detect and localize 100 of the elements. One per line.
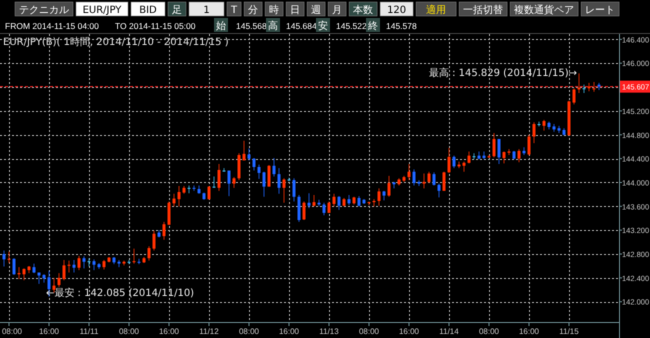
text: 本数 (353, 4, 374, 16)
annotation: 最高 : 145.829 (2014/11/15)→ (428, 67, 577, 79)
candlestick (58, 272, 60, 288)
x-tick-label: 16:00 (38, 327, 60, 336)
candlestick (542, 119, 546, 132)
candlestick (378, 188, 380, 206)
text: テクニカル (19, 5, 69, 16)
candlestick (328, 201, 330, 214)
text: 145.578 (386, 21, 417, 31)
candlestick (468, 150, 470, 164)
candlestick (502, 150, 506, 164)
x-tick-label: 16:00 (518, 327, 540, 336)
text: 安 (318, 20, 328, 32)
text: 足 (172, 5, 182, 16)
candlestick (102, 259, 106, 270)
candlestick (432, 172, 436, 186)
candlestick (528, 134, 530, 156)
candlestick (228, 170, 230, 197)
candlestick (88, 258, 90, 268)
text: FROM 2014-11-15 04:00 (5, 21, 100, 31)
text: 適用 (426, 4, 446, 16)
candlestick (452, 155, 456, 169)
x-tick-label: 11/13 (319, 327, 340, 336)
candlestick (532, 122, 536, 144)
x-tick-label: 11/12 (199, 327, 220, 336)
candlestick (412, 168, 416, 186)
candlestick (208, 186, 210, 200)
x-tick-label: 08:00 (2, 327, 23, 336)
candlestick (218, 163, 220, 192)
candlestick (388, 175, 390, 198)
candlestick (132, 248, 136, 264)
candlestick (382, 190, 386, 201)
candlestick (518, 148, 520, 163)
text: BID (139, 5, 158, 16)
text: 時 (269, 4, 280, 16)
candlestick (358, 196, 360, 207)
chart-title: EUR/JPY(B)( 1時間, 2014/11/10 - 2014/11/15 ) (3, 36, 229, 48)
candlestick (282, 178, 286, 204)
text: レート (585, 5, 616, 16)
candlestick (238, 152, 240, 181)
text: 月 (332, 5, 342, 16)
text: 145.522 (336, 21, 367, 31)
candlestick (8, 251, 10, 264)
candlestick (68, 260, 70, 274)
candlestick (498, 138, 500, 164)
candlestick (148, 246, 150, 262)
candlestick (2, 250, 6, 268)
candlestick (298, 194, 300, 222)
x-tick-label: 08:00 (238, 327, 260, 336)
text: 145.568 (236, 21, 267, 31)
text: 120 (387, 5, 406, 16)
candlestick (338, 196, 340, 210)
candlestick (348, 194, 350, 206)
candlestick (22, 268, 26, 281)
candlestick (268, 164, 270, 188)
candlestick (172, 193, 176, 207)
candlestick (232, 176, 236, 188)
candlestick (428, 171, 430, 184)
candlestick (278, 168, 280, 194)
text: 始 (216, 21, 226, 32)
candlestick (168, 201, 170, 226)
text: 終 (367, 20, 378, 32)
text: 一括切替 (463, 4, 504, 16)
text: 日 (290, 5, 300, 16)
text: 1 (203, 5, 210, 16)
candlestick (162, 221, 166, 240)
candlestick (322, 202, 326, 216)
candlestick (302, 201, 306, 221)
candlestick (212, 176, 216, 188)
candlestick (152, 230, 156, 251)
text: T (230, 5, 238, 16)
x-tick-label: 11/11 (80, 327, 99, 336)
x-tick-label: 08:00 (118, 327, 140, 336)
text: 複数通貨ペア (514, 4, 574, 16)
candlestick (312, 194, 316, 207)
candlestick (18, 266, 20, 280)
text: 分 (248, 4, 258, 16)
x-tick-label: 16:00 (158, 327, 180, 336)
text: 週 (311, 5, 322, 16)
candlestick (448, 147, 450, 174)
x-tick-label: 16:00 (278, 327, 300, 336)
candlestick (32, 263, 36, 274)
candlestick (408, 163, 410, 181)
candlestick (332, 193, 336, 207)
candlestick (12, 258, 16, 276)
candlestick (262, 171, 266, 198)
candlestick (38, 272, 40, 284)
x-tick-label: 16:00 (398, 327, 420, 336)
candlestick (292, 178, 296, 202)
text: TO 2014-11-15 05:00 (115, 21, 196, 31)
candlestick (258, 164, 260, 180)
x-tick-label: 11/15 (559, 327, 580, 336)
candlestick (308, 192, 310, 209)
text: 145.684 (286, 21, 317, 31)
x-tick-label: 08:00 (358, 327, 380, 336)
candlestick (78, 255, 80, 271)
candlestick (582, 84, 586, 94)
candlestick (252, 158, 256, 172)
candlestick (242, 140, 246, 161)
candlestick (248, 148, 250, 161)
